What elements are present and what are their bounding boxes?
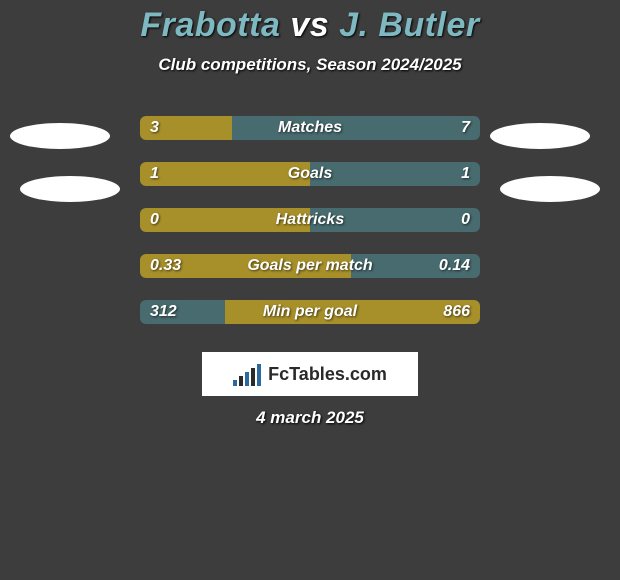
stat-bar: 0.330.14Goals per match [140, 254, 480, 278]
ellipse-icon [490, 123, 590, 149]
player1-name: Frabotta [140, 6, 280, 44]
ellipse-icon [20, 176, 120, 202]
stat-name: Goals [140, 162, 480, 186]
stat-name: Goals per match [140, 254, 480, 278]
stat-bar: 37Matches [140, 116, 480, 140]
ellipse-icon [10, 123, 110, 149]
logo-text: FcTables.com [268, 364, 387, 385]
subtitle: Club competitions, Season 2024/2025 [0, 55, 620, 75]
fctables-logo: FcTables.com [202, 352, 418, 396]
stat-name: Min per goal [140, 300, 480, 324]
stat-row: 312866Min per goal [0, 289, 620, 335]
stat-name: Hattricks [140, 208, 480, 232]
stat-bar: 312866Min per goal [140, 300, 480, 324]
comparison-infographic: Frabotta vs J. Butler Club competitions,… [0, 0, 620, 580]
stat-bar: 00Hattricks [140, 208, 480, 232]
ellipse-icon [500, 176, 600, 202]
date-text: 4 march 2025 [0, 408, 620, 428]
stat-row: 00Hattricks [0, 197, 620, 243]
stat-row: 0.330.14Goals per match [0, 243, 620, 289]
vs-text: vs [290, 6, 329, 44]
title: Frabotta vs J. Butler [0, 0, 620, 45]
stat-bar: 11Goals [140, 162, 480, 186]
stat-name: Matches [140, 116, 480, 140]
player2-name: J. Butler [339, 6, 480, 44]
logo-bars-icon [233, 362, 263, 386]
